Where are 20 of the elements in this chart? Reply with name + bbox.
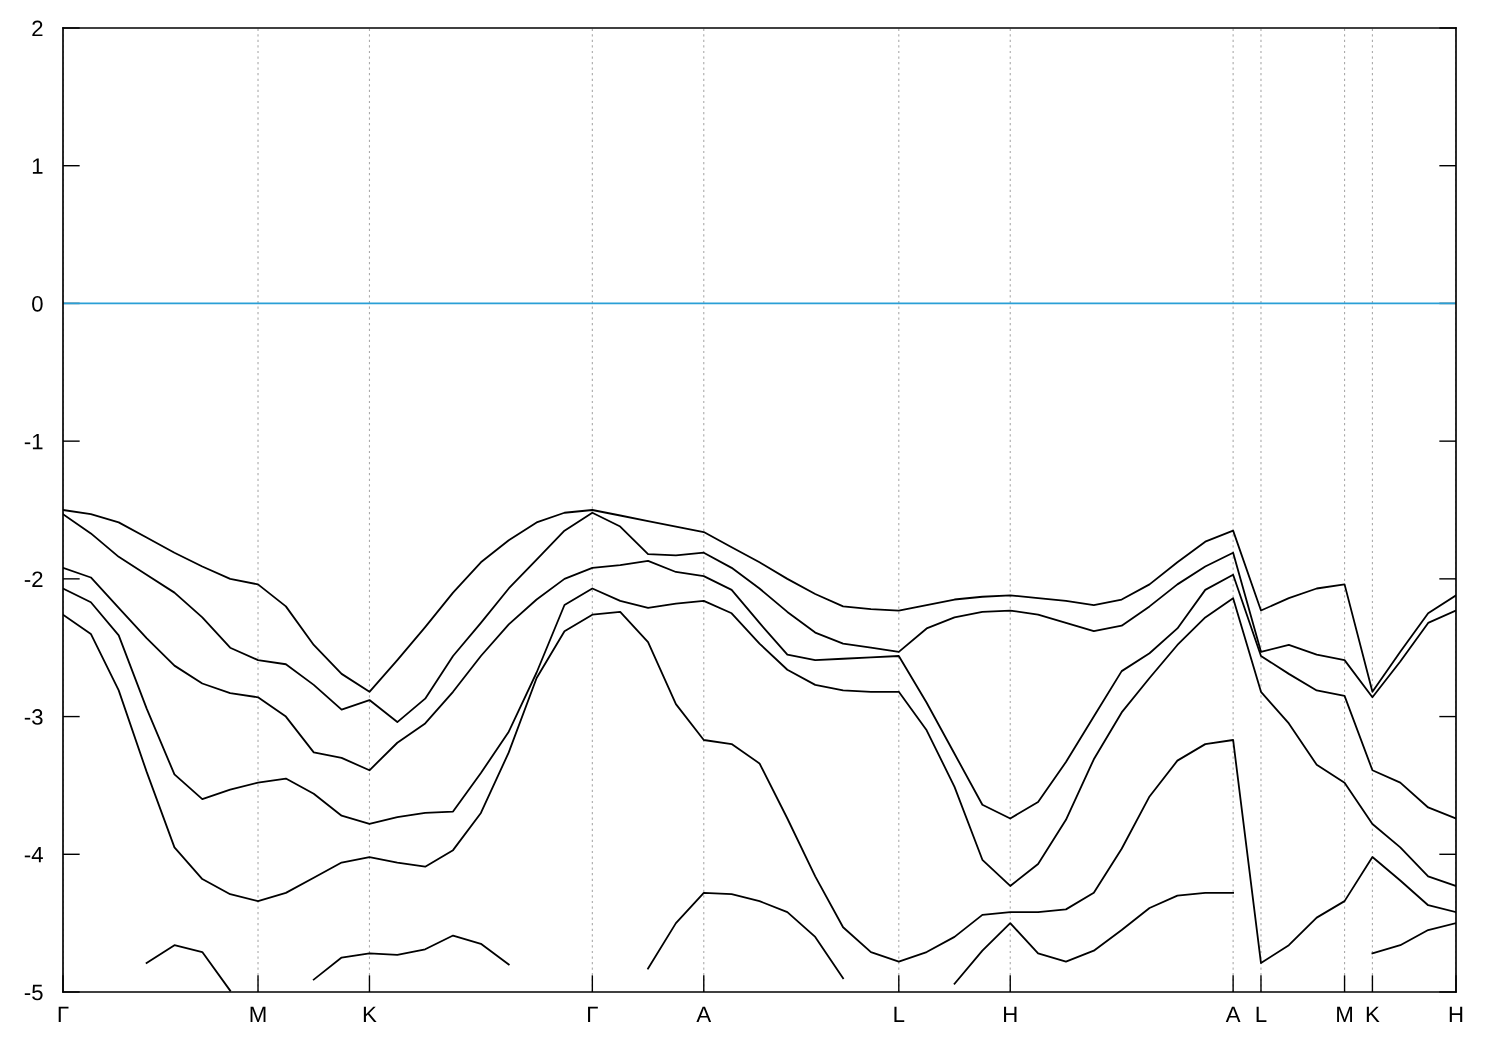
y-tick-label: 0 <box>32 295 43 312</box>
x-tick-label: H <box>1449 1006 1463 1022</box>
y-tick-label: 1 <box>32 158 43 174</box>
x-tick-label: M <box>1337 1006 1352 1022</box>
x-tick-label: L <box>894 1006 905 1022</box>
x-tick-label: Γ <box>58 1006 69 1022</box>
x-tick-label: A <box>696 1006 712 1022</box>
y-tick-label: -2 <box>24 571 43 587</box>
x-tick-label: H <box>1004 1006 1017 1022</box>
x-tick-label: K <box>363 1006 377 1022</box>
x-tick-label: L <box>1256 1006 1267 1022</box>
y-tick-label: -4 <box>24 847 43 863</box>
y-tick-label: -5 <box>24 984 43 1001</box>
y-tick-label: -1 <box>24 433 43 450</box>
y-tick-label: -3 <box>24 709 43 725</box>
x-tick-label: K <box>1366 1006 1380 1022</box>
y-tick-label: 2 <box>32 20 43 37</box>
x-tick-label: A <box>1225 1006 1241 1022</box>
x-tick-label: Γ <box>588 1006 598 1022</box>
x-tick-label: M <box>250 1006 266 1022</box>
